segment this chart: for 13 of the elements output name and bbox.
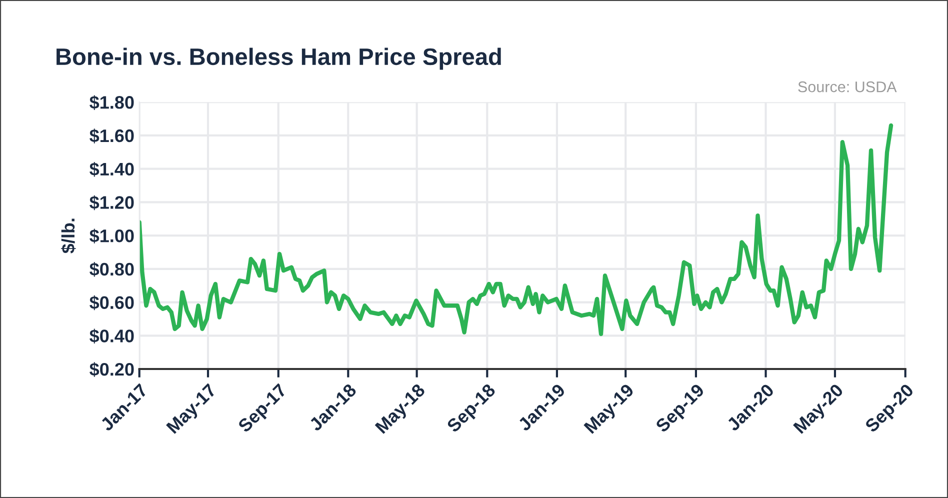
y-tick-label: $0.80 [90,262,134,277]
y-tick-label: $0.20 [90,362,134,377]
y-tick-label: $0.60 [90,295,134,310]
chart-title: Bone-in vs. Boneless Ham Price Spread [56,48,501,70]
line-series [139,123,894,336]
source-note: Source: USDA [798,81,897,92]
y-tick-label: $1.40 [90,162,134,177]
y-tick-label: $1.20 [90,195,134,210]
y-axis-title: $/lb. [61,218,76,254]
y-tick-label: $0.40 [90,328,134,344]
y-tick-label: $1.80 [90,95,134,110]
y-tick-label: $1.00 [90,228,134,244]
y-tick-label: $1.60 [90,128,134,144]
